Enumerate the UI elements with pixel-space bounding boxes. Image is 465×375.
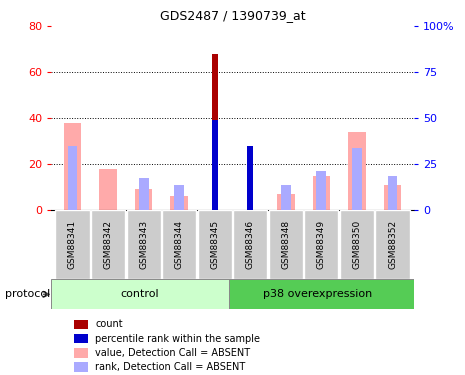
Bar — [340, 210, 374, 279]
Text: GSM88345: GSM88345 — [210, 220, 219, 269]
Text: GSM88346: GSM88346 — [246, 220, 255, 269]
Bar — [51, 279, 229, 309]
Bar — [126, 210, 161, 279]
Bar — [352, 148, 362, 210]
Bar — [91, 210, 125, 279]
Text: GSM88344: GSM88344 — [175, 220, 184, 269]
Bar — [281, 185, 291, 210]
Text: p38 overexpression: p38 overexpression — [263, 290, 372, 299]
Bar — [64, 123, 81, 210]
Text: GSM88348: GSM88348 — [281, 220, 290, 269]
Bar — [348, 132, 366, 210]
Text: percentile rank within the sample: percentile rank within the sample — [95, 334, 260, 344]
Bar — [312, 176, 330, 210]
Bar — [375, 210, 410, 279]
Text: value, Detection Call = ABSENT: value, Detection Call = ABSENT — [95, 348, 251, 358]
Bar — [198, 210, 232, 279]
Bar — [212, 54, 218, 210]
Text: count: count — [95, 320, 123, 329]
Bar — [247, 146, 253, 210]
Bar — [135, 189, 153, 210]
Title: GDS2487 / 1390739_at: GDS2487 / 1390739_at — [159, 9, 306, 22]
Bar — [139, 178, 149, 210]
Bar — [229, 279, 414, 309]
Bar — [170, 196, 188, 210]
Bar — [277, 194, 295, 210]
Text: rank, Detection Call = ABSENT: rank, Detection Call = ABSENT — [95, 362, 246, 372]
Bar — [304, 210, 339, 279]
Text: GSM88350: GSM88350 — [352, 220, 361, 269]
Text: control: control — [121, 290, 159, 299]
Bar — [67, 146, 78, 210]
Text: GSM88349: GSM88349 — [317, 220, 326, 269]
Bar — [162, 210, 196, 279]
Text: GSM88343: GSM88343 — [139, 220, 148, 269]
Bar — [387, 176, 398, 210]
Text: GSM88341: GSM88341 — [68, 220, 77, 269]
Bar — [174, 185, 184, 210]
Text: protocol: protocol — [5, 290, 50, 299]
Bar — [384, 185, 401, 210]
Bar — [99, 169, 117, 210]
Text: GSM88352: GSM88352 — [388, 220, 397, 269]
Bar — [55, 210, 90, 279]
Bar — [316, 171, 326, 210]
Bar — [269, 210, 303, 279]
Bar — [212, 120, 218, 210]
Bar — [247, 150, 253, 210]
Bar — [233, 210, 267, 279]
Text: GSM88342: GSM88342 — [104, 220, 113, 269]
